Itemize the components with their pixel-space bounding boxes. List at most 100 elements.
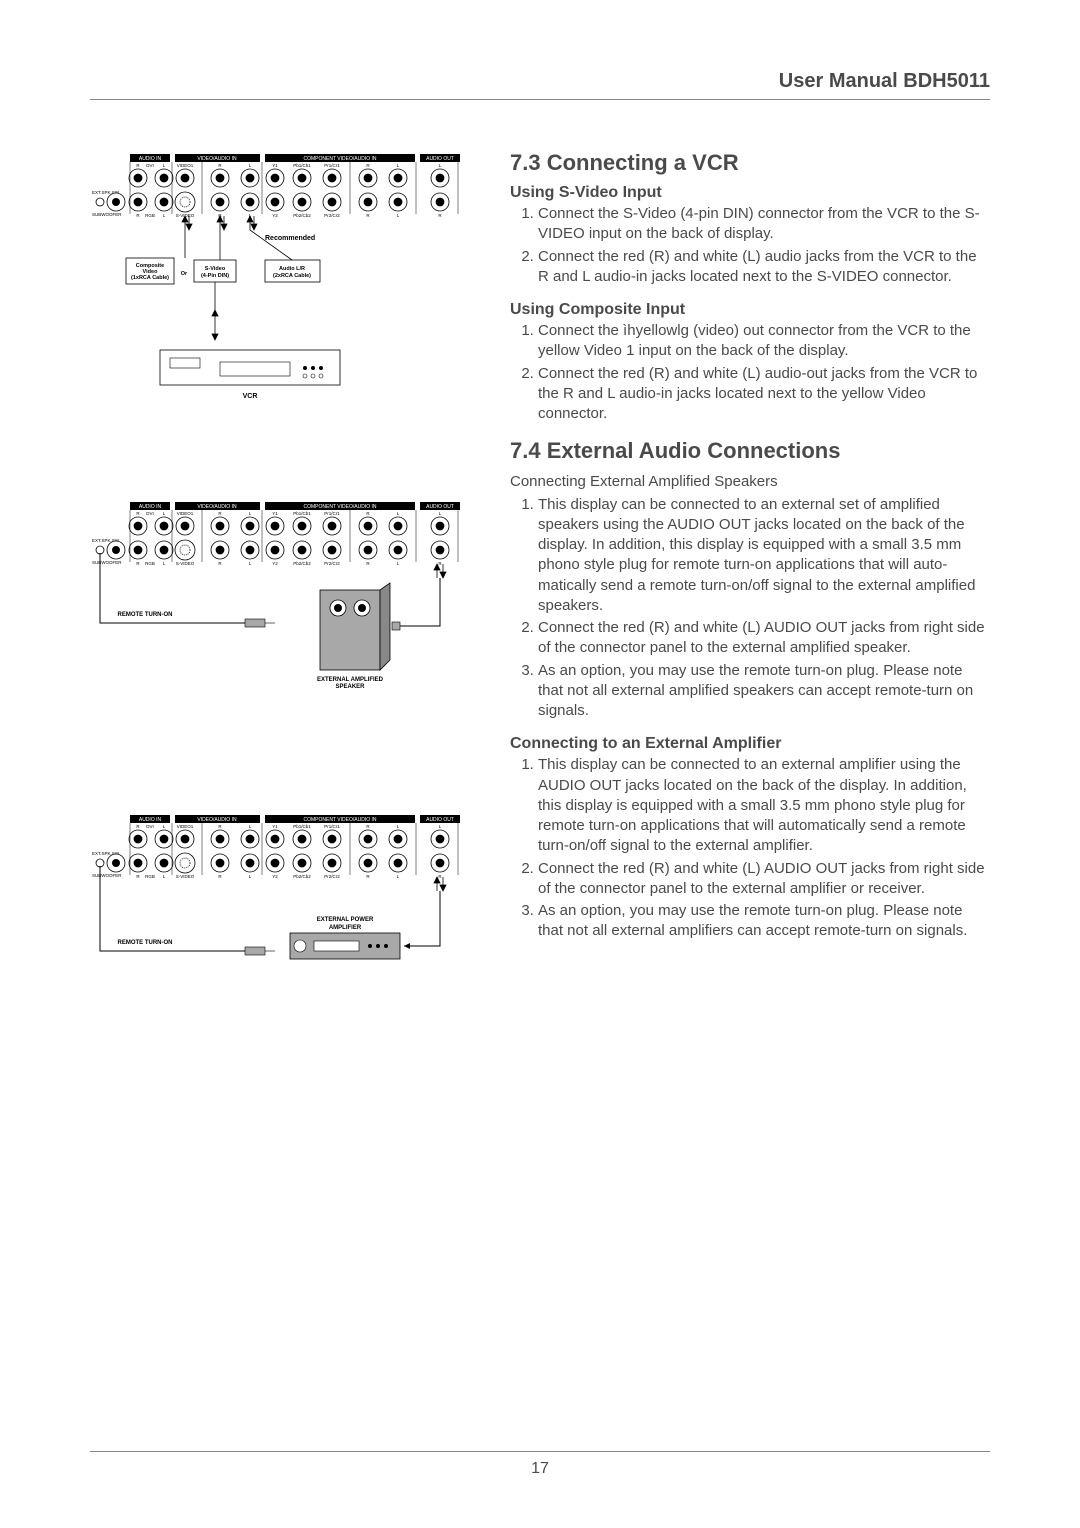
svg-text:R: R bbox=[218, 874, 222, 879]
heading-svideo: Using S-Video Input bbox=[510, 184, 990, 202]
svg-text:L: L bbox=[163, 511, 166, 516]
svg-text:R: R bbox=[136, 213, 140, 218]
svg-text:VIDEO1: VIDEO1 bbox=[177, 511, 194, 516]
svg-text:(2xRCA Cable): (2xRCA Cable) bbox=[273, 273, 311, 279]
content-columns: AUDIO IN VIDEO/AUDIO IN COMPONENT VIDEO/… bbox=[90, 150, 990, 1009]
list-item: As an option, you may use the remote tur… bbox=[538, 901, 990, 942]
list-item: Connect the red (R) and white (L) AUDIO … bbox=[538, 618, 990, 659]
svg-text:L: L bbox=[439, 511, 442, 516]
svg-text:AUDIO IN: AUDIO IN bbox=[139, 156, 162, 162]
list-item: As an option, you may use the remote tur… bbox=[538, 661, 990, 722]
svg-text:SUBWOOFER: SUBWOOFER bbox=[92, 560, 122, 565]
svg-text:R: R bbox=[366, 163, 370, 168]
svg-text:L: L bbox=[397, 163, 400, 168]
list-svideo: Connect the S-Video (4-pin DIN) connecto… bbox=[510, 204, 990, 287]
svg-text:VIDEO1: VIDEO1 bbox=[177, 824, 194, 829]
svg-text:Pr1/Cr1: Pr1/Cr1 bbox=[324, 824, 340, 829]
svg-text:Pb1/Cb1: Pb1/Cb1 bbox=[293, 511, 311, 516]
list-item: Connect the red (R) and white (L) audio-… bbox=[538, 364, 990, 425]
svg-text:SPEAKER: SPEAKER bbox=[335, 684, 365, 690]
svg-text:RGB: RGB bbox=[145, 561, 155, 566]
svg-text:AUDIO OUT: AUDIO OUT bbox=[426, 156, 454, 162]
svg-text:L: L bbox=[163, 824, 166, 829]
svg-text:SUBWOOFER: SUBWOOFER bbox=[92, 212, 122, 217]
svg-text:L: L bbox=[249, 511, 252, 516]
svg-text:R: R bbox=[136, 824, 140, 829]
svg-text:L: L bbox=[249, 824, 252, 829]
svg-text:L: L bbox=[163, 561, 166, 566]
svg-text:L: L bbox=[163, 874, 166, 879]
svg-text:(1xRCA Cable): (1xRCA Cable) bbox=[131, 275, 169, 281]
svg-text:DVI: DVI bbox=[146, 511, 154, 516]
svg-text:L: L bbox=[249, 874, 252, 879]
svg-text:RGB: RGB bbox=[145, 213, 155, 218]
svg-text:VIDEO/AUDIO IN: VIDEO/AUDIO IN bbox=[197, 504, 237, 510]
svg-text:COMPONENT VIDEO/AUDIO IN: COMPONENT VIDEO/AUDIO IN bbox=[304, 817, 377, 823]
list-item: This display can be connected to an exte… bbox=[538, 495, 990, 617]
svg-text:R: R bbox=[438, 561, 442, 566]
svg-text:VCR: VCR bbox=[243, 393, 258, 400]
diagram-speaker: AUDIO IN VIDEO/AUDIO IN COMPONENT VIDEO/… bbox=[90, 498, 480, 693]
svg-text:R: R bbox=[136, 561, 140, 566]
svg-text:R: R bbox=[366, 511, 370, 516]
svg-text:EXTERNAL POWER: EXTERNAL POWER bbox=[317, 917, 374, 923]
svg-text:L: L bbox=[439, 824, 442, 829]
svg-text:DVI: DVI bbox=[146, 824, 154, 829]
svg-text:L: L bbox=[163, 163, 166, 168]
svg-text:R: R bbox=[136, 874, 140, 879]
svg-text:Audio L/R: Audio L/R bbox=[279, 266, 305, 272]
svg-text:Y1: Y1 bbox=[272, 511, 278, 516]
svg-text:VIDEO/AUDIO IN: VIDEO/AUDIO IN bbox=[197, 817, 237, 823]
svg-text:Pb1/Cb1: Pb1/Cb1 bbox=[293, 163, 311, 168]
list-item: Connect the S-Video (4-pin DIN) connecto… bbox=[538, 204, 990, 245]
svg-text:AMPLIFIER: AMPLIFIER bbox=[329, 925, 362, 931]
svg-text:RGB: RGB bbox=[145, 874, 155, 879]
list-speakers: This display can be connected to an exte… bbox=[510, 495, 990, 722]
svg-text:S-VIDEO: S-VIDEO bbox=[176, 874, 195, 879]
svg-text:VIDEO/AUDIO IN: VIDEO/AUDIO IN bbox=[197, 156, 237, 162]
svg-text:L: L bbox=[397, 511, 400, 516]
svg-text:Pb2/Cb2: Pb2/Cb2 bbox=[293, 874, 311, 879]
svg-text:AUDIO OUT: AUDIO OUT bbox=[426, 817, 454, 823]
svg-text:R: R bbox=[136, 511, 140, 516]
list-item: Connect the ìhyellowlg (video) out conne… bbox=[538, 321, 990, 362]
svg-text:VIDEO1: VIDEO1 bbox=[177, 163, 194, 168]
heading-composite: Using Composite Input bbox=[510, 301, 990, 319]
list-item: Connect the red (R) and white (L) audio … bbox=[538, 247, 990, 288]
page-header: User Manual BDH5011 bbox=[90, 70, 990, 100]
svg-text:R: R bbox=[136, 163, 140, 168]
svg-text:R: R bbox=[218, 824, 222, 829]
svg-text:COMPONENT VIDEO/AUDIO IN: COMPONENT VIDEO/AUDIO IN bbox=[304, 156, 377, 162]
intro-7-4: Connecting External Amplified Speakers bbox=[510, 472, 990, 492]
svg-text:REMOTE TURN-ON: REMOTE TURN-ON bbox=[118, 612, 173, 618]
svg-text:S-Video: S-Video bbox=[205, 266, 226, 272]
svg-text:L: L bbox=[249, 163, 252, 168]
svg-text:(4-Pin DIN): (4-Pin DIN) bbox=[201, 273, 229, 279]
svg-text:R: R bbox=[438, 874, 442, 879]
svg-text:Pr2/Cr2: Pr2/Cr2 bbox=[324, 561, 340, 566]
heading-7-4: 7.4 External Audio Connections bbox=[510, 438, 990, 464]
list-composite: Connect the ìhyellowlg (video) out conne… bbox=[510, 321, 990, 424]
svg-text:Pb2/Cb2: Pb2/Cb2 bbox=[293, 561, 311, 566]
svg-text:Pr2/Cr2: Pr2/Cr2 bbox=[324, 213, 340, 218]
right-column: 7.3 Connecting a VCR Using S-Video Input… bbox=[510, 150, 990, 1009]
svg-text:R: R bbox=[218, 561, 222, 566]
svg-text:AUDIO IN: AUDIO IN bbox=[139, 817, 162, 823]
svg-text:Y2: Y2 bbox=[272, 874, 278, 879]
left-column: AUDIO IN VIDEO/AUDIO IN COMPONENT VIDEO/… bbox=[90, 150, 480, 1009]
svg-text:Pr1/Cr1: Pr1/Cr1 bbox=[324, 511, 340, 516]
svg-text:Y2: Y2 bbox=[272, 561, 278, 566]
heading-7-3: 7.3 Connecting a VCR bbox=[510, 150, 990, 176]
svg-text:R: R bbox=[218, 163, 222, 168]
svg-text:AUDIO OUT: AUDIO OUT bbox=[426, 504, 454, 510]
svg-text:Pb2/Cb2: Pb2/Cb2 bbox=[293, 213, 311, 218]
svg-text:Pr2/Cr2: Pr2/Cr2 bbox=[324, 874, 340, 879]
svg-text:S-VIDEO: S-VIDEO bbox=[176, 561, 195, 566]
svg-text:L: L bbox=[249, 561, 252, 566]
heading-amplifier: Connecting to an External Amplifier bbox=[510, 735, 990, 753]
svg-text:Recommended: Recommended bbox=[265, 235, 315, 242]
svg-text:Pb1/Cb1: Pb1/Cb1 bbox=[293, 824, 311, 829]
svg-text:R: R bbox=[366, 874, 370, 879]
svg-text:SUBWOOFER: SUBWOOFER bbox=[92, 873, 122, 878]
svg-text:L: L bbox=[439, 163, 442, 168]
